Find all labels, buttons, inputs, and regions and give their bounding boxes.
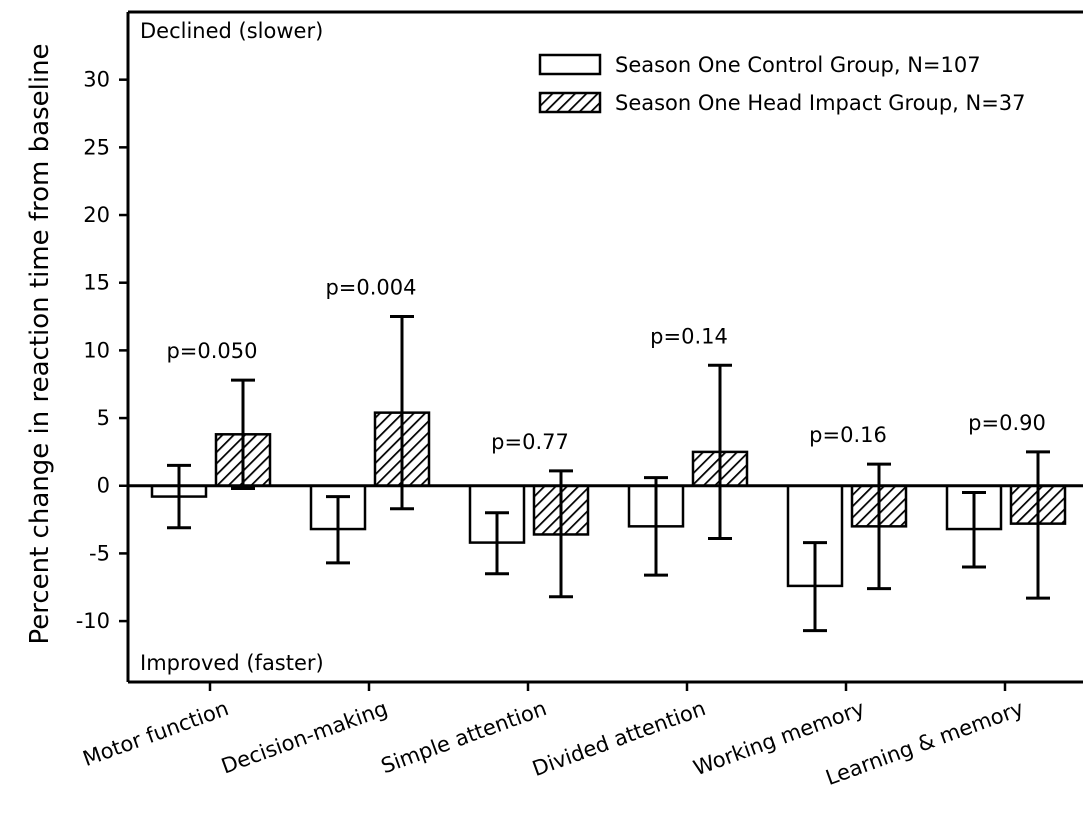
p-value-label: p=0.004 <box>325 276 416 300</box>
p-value-label: p=0.050 <box>166 339 257 363</box>
p-value-label: p=0.90 <box>968 411 1046 435</box>
y-tick-label: 20 <box>83 203 110 227</box>
x-category-label: Simple attention <box>378 696 550 778</box>
x-category-label: Decision-making <box>218 696 391 778</box>
error-bars <box>167 315 1050 633</box>
y-tick-label: 25 <box>83 135 110 159</box>
x-category-label: Divided attention <box>529 696 709 781</box>
y-tick-label: 10 <box>83 338 110 362</box>
p-value-label: p=0.16 <box>809 423 887 447</box>
y-tick-label: 30 <box>83 68 110 92</box>
p-value-label: p=0.77 <box>491 430 569 454</box>
y-axis-label: Percent change in reaction time from bas… <box>25 43 55 644</box>
y-tick-label: 15 <box>83 271 110 295</box>
p-value-label: p=0.14 <box>650 324 728 348</box>
p-value-annotations: p=0.050 p=0.004 p=0.77 p=0.14 p=0.16 p=0.90 <box>166 276 1045 454</box>
y-tick-label: 5 <box>97 406 110 430</box>
legend-label-control: Season One Control Group, N=107 <box>615 53 981 77</box>
axes: -10 -5 0 5 10 15 20 25 30 <box>76 10 1083 691</box>
bottom-note: Improved (faster) <box>140 651 324 675</box>
legend-swatch-control <box>538 53 602 76</box>
x-category-label: Motor function <box>80 696 232 771</box>
top-note: Declined (slower) <box>140 19 323 43</box>
bars <box>150 411 1067 588</box>
legend: Season One Control Group, N=107 Season O… <box>538 53 1026 115</box>
legend-swatch-head-impact <box>538 91 602 114</box>
y-tick-label: -10 <box>76 609 110 633</box>
y-tick-label: -5 <box>89 541 110 565</box>
y-tick-label: 0 <box>97 474 110 498</box>
legend-label-head-impact: Season One Head Impact Group, N=37 <box>615 91 1026 115</box>
